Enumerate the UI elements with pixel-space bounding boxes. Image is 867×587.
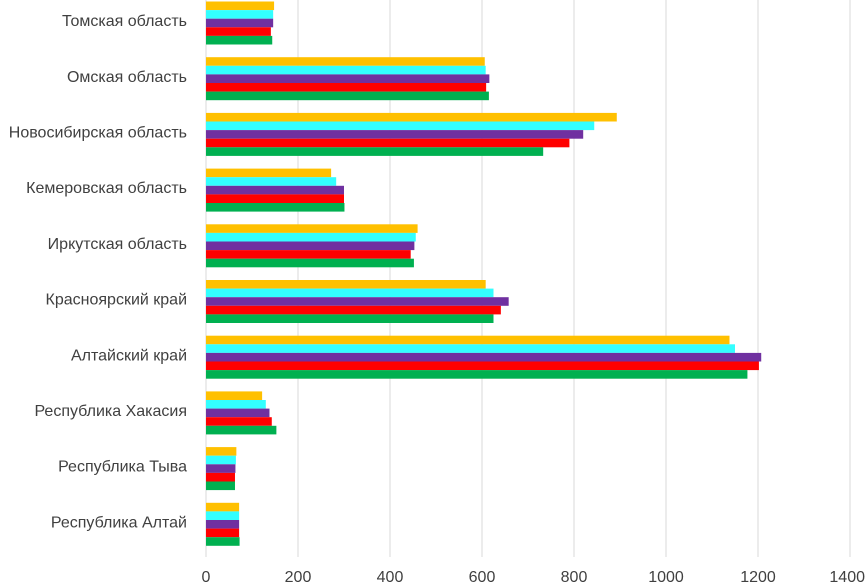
bar-1-series-1: [206, 1, 275, 11]
bar-7-series-1: [206, 335, 730, 345]
bar-3-series-5: [206, 147, 544, 156]
category-label: Томская область: [62, 13, 187, 30]
bar-10-series-4: [206, 528, 240, 538]
bar-7-series-2: [206, 344, 735, 353]
bar-4-series-2: [206, 177, 337, 186]
bar-6-series-2: [206, 288, 494, 298]
bar-5-series-5: [206, 258, 414, 268]
x-tick-label: 400: [377, 569, 404, 586]
bar-1-series-4: [206, 27, 271, 36]
bars: [206, 1, 762, 546]
bar-10-series-3: [206, 520, 240, 529]
x-tick-label: 800: [561, 569, 588, 586]
bar-4-series-4: [206, 194, 344, 203]
bar-5-series-3: [206, 241, 415, 251]
category-label: Новосибирская область: [9, 125, 187, 142]
bar-10-series-1: [206, 502, 240, 512]
bar-1-series-5: [206, 35, 273, 45]
category-label: Республика Хакасия: [34, 403, 187, 420]
bar-2-series-2: [206, 65, 486, 75]
bar-9-series-4: [206, 472, 235, 482]
bar-2-series-1: [206, 57, 485, 66]
x-tick-label: 1400: [829, 569, 865, 586]
bar-2-series-3: [206, 74, 490, 83]
bar-6-series-3: [206, 297, 509, 306]
x-tick-label: 600: [469, 569, 496, 586]
category-labels: Томская область Омская область Новосибирск…: [9, 13, 187, 531]
bar-3-series-3: [206, 130, 584, 139]
bar-3-series-4: [206, 138, 570, 148]
bar-2-series-4: [206, 83, 487, 92]
category-label: Красноярский край: [46, 292, 187, 309]
bar-9-series-5: [206, 481, 235, 491]
bar-8-series-1: [206, 391, 263, 400]
x-tick-label: 200: [285, 569, 312, 586]
bar-6-series-5: [206, 314, 494, 323]
category-label: Республика Алтай: [51, 514, 187, 531]
bar-9-series-1: [206, 447, 237, 456]
bar-7-series-4: [206, 361, 759, 371]
bar-6-series-4: [206, 305, 501, 315]
bar-7-series-3: [206, 352, 762, 362]
category-label: Иркутская область: [48, 236, 187, 253]
bar-7-series-5: [206, 370, 748, 379]
category-label: Республика Тыва: [58, 459, 187, 476]
bar-1-series-3: [206, 18, 274, 28]
bar-6-series-1: [206, 280, 486, 289]
x-tick-label: 1000: [648, 569, 684, 586]
bar-1-series-2: [206, 10, 274, 19]
bar-2-series-5: [206, 91, 489, 101]
bar-3-series-1: [206, 112, 617, 122]
bar-4-series-1: [206, 168, 332, 178]
bar-9-series-3: [206, 464, 236, 473]
bar-5-series-1: [206, 224, 418, 233]
category-label: Омская область: [67, 69, 187, 86]
bar-10-series-5: [206, 537, 240, 546]
x-tick-label: 1200: [740, 569, 776, 586]
bar-4-series-5: [206, 203, 345, 212]
bar-8-series-4: [206, 417, 272, 426]
bar-8-series-2: [206, 400, 266, 409]
bar-3-series-2: [206, 121, 595, 131]
category-label: Кемеровская область: [26, 180, 187, 197]
bar-5-series-4: [206, 250, 411, 259]
x-tick-labels: 0 200 400 600 800 1000 1200 1400: [202, 569, 866, 586]
category-label: Алтайский край: [71, 347, 187, 364]
x-tick-label: 0: [202, 569, 211, 586]
bar-8-series-5: [206, 425, 277, 435]
bar-8-series-3: [206, 408, 270, 418]
bar-5-series-2: [206, 232, 416, 242]
bar-9-series-2: [206, 455, 236, 465]
bar-10-series-2: [206, 511, 240, 520]
bar-4-series-3: [206, 185, 344, 195]
